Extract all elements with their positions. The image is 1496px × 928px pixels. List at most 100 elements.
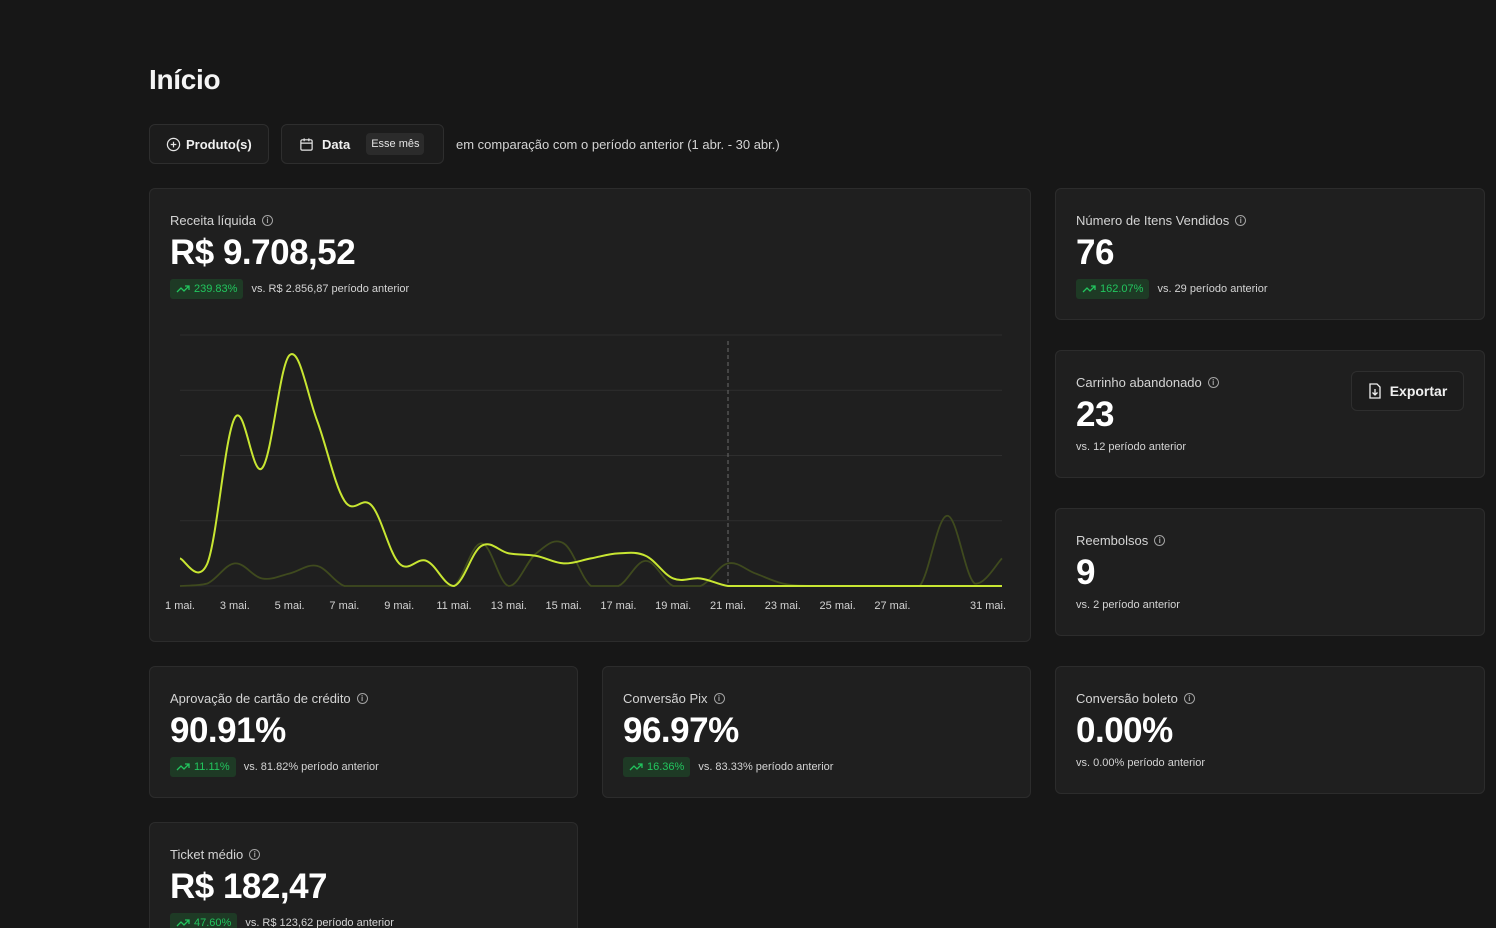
card-approval-label-text: Aprovação de cartão de crédito: [170, 691, 351, 706]
revenue-value: R$ 9.708,52: [170, 233, 356, 272]
plus-circle-icon: [166, 137, 181, 151]
pix-conversion-label: Conversão Pix i: [623, 691, 725, 706]
refunds-previous-text: vs. 2 período anterior: [1076, 599, 1180, 611]
x-tick-label: 21 mai.: [710, 600, 746, 612]
x-tick-label: 13 mai.: [491, 600, 527, 612]
revenue-label-text: Receita líquida: [170, 213, 256, 228]
abandoned-cart-previous-text: vs. 12 período anterior: [1076, 441, 1187, 453]
info-icon[interactable]: i: [356, 693, 368, 704]
pix-conversion-card: Conversão Pix i 96.97% 16.36% vs. 83.33%…: [602, 666, 1031, 798]
avg-ticket-comparison: 47.60% vs. R$ 123,62 período anterior: [170, 913, 394, 928]
series-line-current: [179, 353, 1002, 588]
abandoned-cart-comparison: vs. 12 período anterior: [1076, 441, 1186, 453]
boleto-conversion-label: Conversão boleto i: [1076, 691, 1195, 706]
x-tick-label: 15 mai.: [546, 600, 582, 612]
info-icon[interactable]: i: [249, 849, 261, 860]
boleto-conversion-comparison: vs. 0.00% período anterior: [1076, 757, 1205, 769]
items-sold-change-badge: 162.07%: [1076, 279, 1150, 299]
avg-ticket-label: Ticket médio i: [170, 847, 261, 862]
date-range-chip: Esse mês: [366, 133, 425, 155]
pix-conversion-previous-text: vs. 83.33% período anterior: [698, 761, 834, 773]
x-tick-label: 5 mai.: [275, 600, 305, 612]
filter-toolbar: Produto(s) Data Esse mês em comparação c…: [149, 124, 780, 164]
boleto-conversion-card: Conversão boleto i 0.00% vs. 0.00% perío…: [1055, 666, 1485, 794]
date-filter-label: Data: [322, 136, 351, 152]
avg-ticket-change-badge: 47.60%: [170, 913, 238, 928]
items-sold-previous-text: vs. 29 período anterior: [1157, 283, 1268, 295]
avg-ticket-label-text: Ticket médio: [170, 847, 244, 862]
x-tick-label: 7 mai.: [329, 600, 359, 612]
items-sold-label: Número de Itens Vendidos i: [1076, 213, 1247, 228]
refunds-label: Reembolsos i: [1076, 533, 1166, 548]
abandoned-cart-label: Carrinho abandonado i: [1076, 375, 1219, 390]
items-sold-comparison: 162.07% vs. 29 período anterior: [1076, 279, 1268, 299]
abandoned-cart-value: 23: [1076, 395, 1114, 434]
refunds-label-text: Reembolsos: [1076, 533, 1149, 548]
trending-up-icon: [176, 285, 190, 293]
comparison-period-text: em comparação com o período anterior (1 …: [456, 136, 780, 152]
card-approval-card: Aprovação de cartão de crédito i 90.91% …: [149, 666, 578, 798]
avg-ticket-value: R$ 182,47: [170, 867, 328, 906]
card-approval-change-text: 11.11%: [194, 761, 230, 773]
avg-ticket-previous-text: vs. R$ 123,62 período anterior: [245, 917, 394, 928]
info-icon[interactable]: i: [262, 215, 273, 226]
card-approval-comparison: 11.11% vs. 81.82% período anterior: [170, 757, 379, 777]
page-title: Início: [149, 64, 221, 95]
date-filter-button[interactable]: Data Esse mês: [281, 124, 444, 164]
refunds-card: Reembolsos i 9 vs. 2 período anterior: [1055, 508, 1485, 636]
x-tick-label: 31 mai.: [970, 600, 1006, 612]
x-tick-label: 23 mai.: [765, 600, 801, 612]
revenue-comparison: 239.83% vs. R$ 2.856,87 período anterior: [170, 279, 409, 299]
x-tick-label: 27 mai.: [874, 600, 910, 612]
items-sold-change-text: 162.07%: [1100, 283, 1144, 295]
info-icon[interactable]: i: [1154, 535, 1166, 546]
card-approval-value: 90.91%: [170, 711, 286, 750]
x-tick-label: 3 mai.: [220, 600, 250, 612]
items-sold-value: 76: [1076, 233, 1114, 272]
revenue-previous-text: vs. R$ 2.856,87 período anterior: [251, 283, 410, 295]
avg-ticket-card: Ticket médio i R$ 182,47 47.60% vs. R$ 1…: [149, 822, 578, 928]
x-tick-label: 9 mai.: [384, 600, 414, 612]
trending-up-icon: [629, 763, 643, 771]
avg-ticket-change-text: 47.60%: [194, 917, 232, 928]
revenue-label: Receita líquida i: [170, 213, 273, 228]
revenue-change-badge: 239.83%: [170, 279, 244, 299]
pix-conversion-label-text: Conversão Pix: [623, 691, 708, 706]
items-sold-card: Número de Itens Vendidos i 76 162.07% vs…: [1055, 188, 1485, 320]
boleto-conversion-previous-text: vs. 0.00% período anterior: [1076, 757, 1206, 769]
revenue-chart-svg[interactable]: 1 mai. 3 mai. 5 mai. 7 mai. 9 mai. 11 mai. 13 …: [150, 319, 1031, 619]
x-tick-label: 17 mai.: [600, 600, 636, 612]
pix-conversion-change-text: 16.36%: [647, 761, 685, 773]
info-icon[interactable]: i: [1235, 215, 1247, 226]
series-line-previous: [179, 514, 1003, 587]
file-export-icon: [1369, 383, 1381, 399]
trending-up-icon: [176, 919, 190, 927]
export-label: Exportar: [1389, 383, 1448, 399]
info-icon[interactable]: i: [1183, 693, 1195, 704]
export-button[interactable]: Exportar: [1351, 371, 1464, 411]
refunds-comparison: vs. 2 período anterior: [1076, 599, 1180, 611]
revenue-card: Receita líquida i R$ 9.708,52 239.83% vs…: [149, 188, 1031, 642]
calendar-icon: [300, 137, 313, 151]
revenue-change-text: 239.83%: [194, 283, 238, 295]
abandoned-cart-label-text: Carrinho abandonado: [1076, 375, 1202, 390]
pix-conversion-change-badge: 16.36%: [623, 757, 691, 777]
boleto-conversion-label-text: Conversão boleto: [1076, 691, 1178, 706]
products-filter-label: Produto(s): [186, 136, 252, 152]
refunds-value: 9: [1076, 553, 1095, 592]
revenue-chart[interactable]: 1 mai. 3 mai. 5 mai. 7 mai. 9 mai. 11 mai. 13 …: [150, 319, 1031, 619]
card-approval-change-badge: 11.11%: [170, 757, 236, 777]
x-tick-label: 1 mai.: [165, 600, 195, 612]
info-icon[interactable]: i: [1207, 377, 1219, 388]
card-approval-label: Aprovação de cartão de crédito i: [170, 691, 368, 706]
abandoned-cart-card: Carrinho abandonado i 23 vs. 12 período …: [1055, 350, 1485, 478]
card-approval-previous-text: vs. 81.82% período anterior: [243, 761, 379, 773]
pix-conversion-value: 96.97%: [623, 711, 739, 750]
trending-up-icon: [1082, 285, 1096, 293]
info-icon[interactable]: i: [713, 693, 725, 704]
items-sold-label-text: Número de Itens Vendidos: [1076, 213, 1230, 228]
x-tick-label: 19 mai.: [655, 600, 691, 612]
boleto-conversion-value: 0.00%: [1076, 711, 1173, 750]
products-filter-button[interactable]: Produto(s): [149, 124, 269, 164]
pix-conversion-comparison: 16.36% vs. 83.33% período anterior: [623, 757, 833, 777]
